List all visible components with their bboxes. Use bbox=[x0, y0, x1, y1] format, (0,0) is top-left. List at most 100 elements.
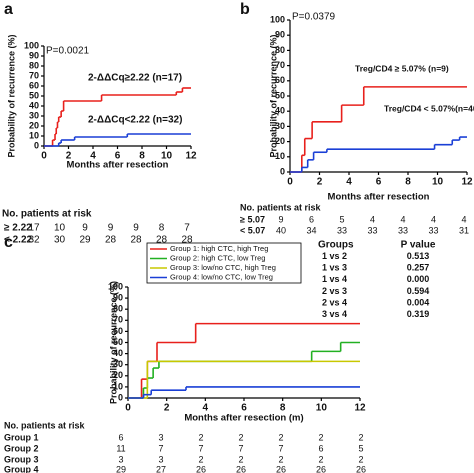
risk-value: 3 bbox=[158, 454, 163, 464]
y-axis-label: Probability of recurrence (%) bbox=[6, 34, 16, 157]
risk-value: 26 bbox=[316, 464, 326, 473]
y-tick-label: 90 bbox=[29, 50, 39, 60]
x-axis-label: Months after resection bbox=[67, 160, 169, 171]
y-tick-label: 100 bbox=[24, 40, 39, 50]
stats-cell: 1 vs 2 bbox=[322, 251, 347, 261]
series-label: Treg/CD4 < 5.07%(n=40) bbox=[384, 103, 474, 113]
x-axis-label: Months after resection bbox=[328, 192, 430, 203]
risk-value: 3 bbox=[158, 432, 163, 442]
risk-value: 10 bbox=[54, 223, 66, 234]
risk-value: 2 bbox=[278, 454, 283, 464]
series-label: 2-ΔΔCq<2.22 (n=32) bbox=[88, 115, 182, 126]
risk-value: 2 bbox=[318, 432, 323, 442]
y-tick-label: 30 bbox=[29, 110, 39, 120]
risk-value: 9 bbox=[278, 214, 283, 224]
stats-cell: 0.000 bbox=[407, 274, 430, 284]
risk-value: 2 bbox=[198, 454, 203, 464]
legend-label: Group 1: high CTC, high Treg bbox=[170, 244, 268, 253]
risk-value: 29 bbox=[79, 235, 91, 246]
risk-value: 31 bbox=[459, 225, 469, 235]
x-tick-label: 8 bbox=[405, 177, 411, 188]
y-axis-label: Probability of recurrence (%) bbox=[268, 34, 278, 157]
risk-value: 6 bbox=[318, 443, 323, 453]
y-tick-label: 60 bbox=[113, 326, 123, 336]
risk-value: 28 bbox=[181, 235, 193, 246]
risk-title: No. patients at risk bbox=[240, 202, 322, 212]
risk-value: 17 bbox=[28, 223, 40, 234]
risk-value: 4 bbox=[400, 214, 405, 224]
y-tick-label: 20 bbox=[113, 370, 123, 380]
y-tick-label: 100 bbox=[108, 281, 123, 291]
risk-value: 9 bbox=[82, 223, 88, 234]
panel-letter: a bbox=[4, 1, 13, 18]
risk-value: 11 bbox=[116, 443, 125, 453]
panel-letter: b bbox=[240, 1, 250, 18]
series-label: 2-ΔΔCq≥2.22 (n=17) bbox=[88, 73, 182, 84]
y-tick-label: 60 bbox=[29, 80, 39, 90]
p-value: P=0.0379 bbox=[292, 12, 336, 23]
legend-box bbox=[146, 242, 302, 284]
risk-value: 29 bbox=[116, 464, 126, 473]
risk-title: No. patients at risk bbox=[4, 420, 86, 430]
y-tick-label: 80 bbox=[113, 304, 123, 314]
risk-value: 9 bbox=[108, 223, 114, 234]
x-tick-label: 8 bbox=[280, 403, 286, 414]
stats-cell: 0.004 bbox=[407, 297, 430, 307]
risk-value: 8 bbox=[159, 223, 165, 234]
x-tick-label: 4 bbox=[90, 151, 96, 162]
x-axis-label: Months after resection (m) bbox=[184, 413, 303, 424]
risk-value: 7 bbox=[158, 443, 163, 453]
risk-value: 33 bbox=[367, 225, 377, 235]
x-tick-label: 0 bbox=[287, 177, 293, 188]
risk-value: 6 bbox=[309, 214, 314, 224]
risk-value: 6 bbox=[118, 432, 123, 442]
risk-value: 5 bbox=[339, 214, 344, 224]
y-tick-label: 50 bbox=[275, 90, 285, 100]
y-axis-label: Probability of recurrence (%) bbox=[108, 281, 118, 404]
risk-value: 9 bbox=[133, 223, 139, 234]
stats-cell: 0.257 bbox=[407, 263, 430, 273]
risk-value: 2 bbox=[278, 432, 283, 442]
stats-cell: 3 vs 4 bbox=[322, 309, 347, 319]
risk-value: 33 bbox=[398, 225, 408, 235]
risk-value: 7 bbox=[198, 443, 203, 453]
risk-value: 26 bbox=[196, 464, 206, 473]
risk-value: 2 bbox=[318, 454, 323, 464]
x-tick-label: 10 bbox=[316, 403, 328, 414]
x-tick-label: 10 bbox=[432, 177, 444, 188]
risk-value: 4 bbox=[370, 214, 375, 224]
y-tick-label: 100 bbox=[270, 14, 285, 24]
stats-header: P value bbox=[401, 240, 436, 251]
risk-value: 2 bbox=[198, 432, 203, 442]
y-tick-label: 70 bbox=[113, 315, 123, 325]
y-tick-label: 30 bbox=[275, 121, 285, 131]
stats-cell: 1 vs 3 bbox=[322, 263, 347, 273]
risk-label: Group 4 bbox=[4, 464, 39, 473]
x-tick-label: 4 bbox=[203, 403, 209, 414]
p-value: P=0.0021 bbox=[46, 46, 90, 57]
y-tick-label: 10 bbox=[29, 130, 39, 140]
y-tick-label: 50 bbox=[29, 90, 39, 100]
panel: b P=0.0379 0 10 20 30 40 50 60 70 80 90 100 0 2 4 6 8 10 12… bbox=[240, 1, 474, 235]
y-tick-label: 20 bbox=[275, 136, 285, 146]
x-tick-label: 6 bbox=[241, 403, 247, 414]
y-tick-label: 0 bbox=[280, 166, 285, 176]
stats-cell: 1 vs 4 bbox=[322, 274, 347, 284]
x-tick-label: 0 bbox=[125, 403, 131, 414]
x-tick-label: 0 bbox=[41, 151, 47, 162]
risk-value: 40 bbox=[276, 225, 286, 235]
y-tick-label: 30 bbox=[113, 359, 123, 369]
x-tick-label: 12 bbox=[461, 177, 473, 188]
risk-value: 33 bbox=[428, 225, 438, 235]
y-tick-label: 40 bbox=[113, 348, 123, 358]
y-tick-label: 40 bbox=[29, 100, 39, 110]
x-tick-label: 12 bbox=[185, 151, 197, 162]
risk-value: 4 bbox=[461, 214, 466, 224]
risk-value: 3 bbox=[118, 454, 123, 464]
risk-value: 4 bbox=[431, 214, 436, 224]
risk-value: 33 bbox=[337, 225, 347, 235]
y-tick-label: 10 bbox=[113, 381, 123, 391]
x-tick-label: 2 bbox=[164, 403, 170, 414]
risk-value: 7 bbox=[184, 223, 190, 234]
